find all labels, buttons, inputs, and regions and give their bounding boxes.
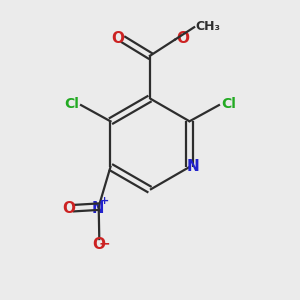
Text: Cl: Cl [221, 97, 236, 111]
Text: N: N [92, 201, 104, 216]
Text: −: − [99, 236, 110, 250]
Text: +: + [100, 196, 109, 206]
Text: O: O [62, 201, 75, 216]
Text: CH₃: CH₃ [196, 20, 220, 33]
Text: O: O [176, 31, 190, 46]
Text: N: N [187, 159, 200, 174]
Text: O: O [92, 237, 105, 252]
Text: Cl: Cl [64, 97, 79, 111]
Text: O: O [112, 31, 125, 46]
